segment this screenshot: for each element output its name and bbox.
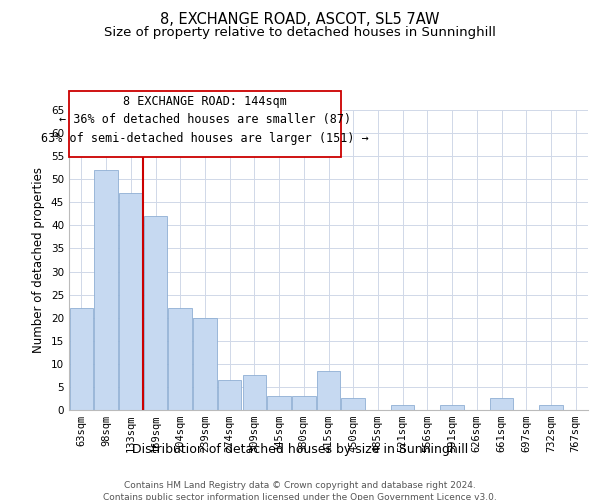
- Bar: [539, 406, 563, 410]
- Text: 8 EXCHANGE ROAD: 144sqm
← 36% of detached houses are smaller (87)
63% of semi-de: 8 EXCHANGE ROAD: 144sqm ← 36% of detache…: [41, 95, 369, 145]
- Y-axis label: Number of detached properties: Number of detached properties: [32, 167, 46, 353]
- Text: Contains HM Land Registry data © Crown copyright and database right 2024.
Contai: Contains HM Land Registry data © Crown c…: [103, 481, 497, 500]
- Bar: [94, 170, 118, 410]
- Bar: [169, 308, 192, 410]
- Text: Size of property relative to detached houses in Sunninghill: Size of property relative to detached ho…: [104, 26, 496, 39]
- Bar: [490, 398, 513, 410]
- Bar: [218, 380, 241, 410]
- Bar: [242, 376, 266, 410]
- Bar: [193, 318, 217, 410]
- Bar: [440, 406, 464, 410]
- Bar: [70, 308, 93, 410]
- Bar: [268, 396, 291, 410]
- Text: 8, EXCHANGE ROAD, ASCOT, SL5 7AW: 8, EXCHANGE ROAD, ASCOT, SL5 7AW: [160, 12, 440, 28]
- FancyBboxPatch shape: [69, 90, 341, 156]
- Text: Distribution of detached houses by size in Sunninghill: Distribution of detached houses by size …: [132, 442, 468, 456]
- Bar: [341, 398, 365, 410]
- Bar: [317, 371, 340, 410]
- Bar: [144, 216, 167, 410]
- Bar: [119, 193, 143, 410]
- Bar: [292, 396, 316, 410]
- Bar: [391, 406, 415, 410]
